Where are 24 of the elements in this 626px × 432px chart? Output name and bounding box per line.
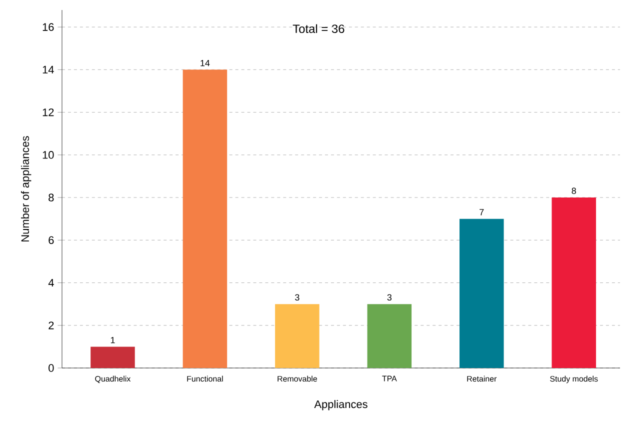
y-axis-title: Number of appliances — [20, 136, 32, 242]
annotation: Total = 36 — [292, 24, 344, 34]
y-tick-label: 8 — [48, 194, 54, 202]
y-tick-label: 10 — [42, 151, 54, 159]
bar — [275, 304, 320, 368]
y-tick-label: 6 — [48, 236, 54, 244]
y-tick-label: 4 — [48, 279, 54, 287]
y-tick-label: 2 — [48, 322, 54, 330]
bar — [460, 218, 504, 368]
data-label: 14 — [200, 60, 210, 66]
y-tick-label: 14 — [42, 66, 54, 74]
bar — [90, 346, 135, 368]
y-tick-label: 12 — [42, 108, 54, 116]
y-tick-label: 16 — [42, 23, 54, 31]
x-axis-title: Appliances — [314, 400, 368, 410]
data-label: 1 — [110, 336, 115, 344]
bar — [552, 198, 596, 368]
data-label: 8 — [572, 188, 576, 194]
data-label: 7 — [480, 209, 484, 216]
bar — [182, 70, 228, 368]
data-label: 3 — [295, 294, 300, 301]
y-tick-label: 0 — [48, 364, 54, 372]
bar — [367, 304, 412, 368]
data-label: 3 — [387, 294, 392, 301]
